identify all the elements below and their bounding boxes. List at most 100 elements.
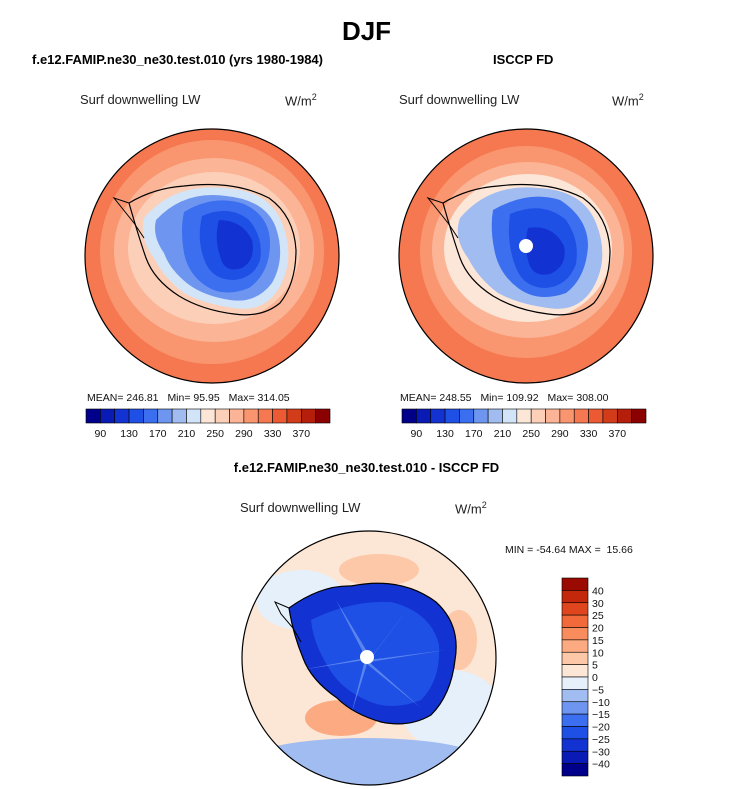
panel-c-colorbar-swatch [561,676,589,690]
panel-c-colorbar-tick-label: 20 [592,623,604,635]
panel-a-colorbar-tick-label: 250 [206,428,224,440]
panel-b-colorbar-swatch [459,408,475,424]
panel-b-units-base: W/m [612,93,639,109]
panel-a-colorbar-tick-label: 290 [235,428,253,440]
panel-c-pole-hole [360,650,374,664]
panel-c-colorbar-swatch [561,701,589,715]
panel-a-colorbar-tick-label: 90 [95,428,107,440]
panel-a-colorbar-swatch [157,408,173,424]
panel-b-colorbar-swatch [430,408,446,424]
panel-a-colorbar-swatch [114,408,130,424]
panel-c-colorbar-tick-label: 40 [592,585,604,597]
panel-c-ice-sheet-bias-inner [311,601,440,706]
panel-b-polar-map [398,128,654,384]
panel-a-colorbar-swatch [100,408,116,424]
panel-c-colorbar-swatch [561,750,589,764]
panel-c-colorbar-tick-label: 15 [592,635,604,647]
panel-a-colorbar-swatch [257,408,273,424]
panel-a-colorbar-swatch [128,408,144,424]
panel-c-colorbar-tick-label: −40 [592,759,610,771]
panel-a-peninsula-coastline [112,196,145,239]
panel-b-min-label: Min= [480,392,504,404]
panel-b-colorbar-tick-label: 290 [551,428,569,440]
panel-a-colorbar-tick-label: 370 [293,428,311,440]
panel-b-colorbar-tick-label: 330 [580,428,598,440]
panel-b-colorbar-swatch [602,408,618,424]
panel-c-colorbar-swatch [561,713,589,727]
panel-c-positive-patch-north [339,554,419,586]
panel-c-coastline [288,582,457,725]
panel-b-colorbar-tick-label: 370 [609,428,627,440]
panel-c-colorbar-tick-label: 25 [592,610,604,622]
panel-c-colorbar-tick-label: 5 [592,660,598,672]
panel-c-units: W/m2 [455,500,487,516]
panel-c-map-border [241,530,497,786]
panel-b-colorbar-tick-label: 170 [465,428,483,440]
panel-a-min-label: Min= [167,392,191,404]
panel-a-colorbar-swatch [143,408,159,424]
panel-c-colorbar-tick-label: −30 [592,746,610,758]
panel-b-stats: MEAN= 248.55 Min= 109.92 Max= 308.00 [400,392,608,404]
panel-a-colorbar-swatch [171,408,187,424]
panel-b-max-label: Max= [547,392,574,404]
panel-b-colorbar-swatch [573,408,589,424]
panel-c-colorbar-swatch [561,689,589,703]
panel-c-colorbar-swatch [561,577,589,591]
panel-b-colorbar-swatch [588,408,604,424]
panel-b-map-border [398,128,654,384]
panel-a-coastline [128,183,297,316]
panel-a-mean-label: MEAN= [87,392,124,404]
panel-a-colorbar-tick-label: 130 [120,428,138,440]
panel-a-ice-sheet-core [216,220,253,270]
panel-c-units-base: W/m [455,501,482,517]
panel-b-colorbar-swatch [444,408,460,424]
panel-b-colorbar: 90 130 170 210 250 290 330 370 [401,408,647,440]
panel-b-mean-label: MEAN= [400,392,437,404]
panel-c-min-max: MIN = -54.64 MAX = 15.66 [505,544,633,556]
figure-title: DJF [341,16,392,46]
panel-a-colorbar: 90 130 170 210 250 290 330 370 [85,408,331,440]
panel-c-colorbar-swatch [561,738,589,752]
panel-a-colorbar-swatch [186,408,202,424]
panel-b-peninsula-coastline [426,196,459,239]
panel-c-units-exponent: 2 [481,500,487,510]
panel-b-colorbar-swatch [502,408,518,424]
panel-c-colorbar-swatch [561,627,589,641]
panel-a-max-value: 314.05 [257,392,290,404]
panel-a-units-base: W/m [285,93,312,109]
panel-b-colorbar-swatch [487,408,503,424]
panel-a-units-exponent: 2 [311,92,317,102]
panel-b-units-exponent: 2 [638,92,644,102]
panel-b-units: W/m2 [612,92,644,108]
panel-b-colorbar-swatch [530,408,546,424]
panel-c-peninsula-coastline [273,601,302,643]
panel-b-colorbar-tick-label: 250 [522,428,540,440]
panel-c-colorbar-tick-label: 0 [592,672,598,684]
panel-b-colorbar-swatch [559,408,575,424]
panel-b-colorbar-tick-label: 210 [494,428,512,440]
panel-b-colorbar-swatch [416,408,432,424]
panel-c-polar-map [241,530,497,786]
panel-c-colorbar-swatch [561,651,589,665]
panel-a-polar-map [84,128,340,384]
panel-c-colorbar-tick-label: −15 [592,709,610,721]
panel-b-colorbar-tick-label: 130 [436,428,454,440]
panel-b-colorbar-swatch [516,408,532,424]
panel-a-colorbar-swatch [243,408,259,424]
panel-a-colorbar-swatch [229,408,245,424]
panel-a-map-border [84,128,340,384]
panel-a-colorbar-swatch [272,408,288,424]
panel-a-max-label: Max= [228,392,255,404]
panel-b-mean-value: 248.55 [439,392,472,404]
panel-a-colorbar-tick-label: 170 [149,428,167,440]
panel-c-colorbar-tick-label: 10 [592,647,604,659]
panel-a-colorbar-swatch [85,408,101,424]
panel-c-variable-label: Surf downwelling LW [240,500,361,515]
panel-c-colorbar-swatch [561,614,589,628]
panel-a-mean-value: 246.81 [126,392,159,404]
panel-b-colorbar-tick-label: 90 [411,428,423,440]
panel-a-colorbar-swatch [214,408,230,424]
panel-b-colorbar-swatch [473,408,489,424]
panel-b-ice-sheet-core [526,227,565,275]
panel-c-colorbar-tick-label: −10 [592,697,610,709]
